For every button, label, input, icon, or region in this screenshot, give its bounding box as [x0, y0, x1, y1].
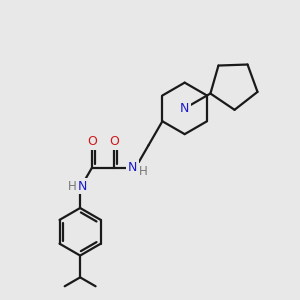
Text: O: O — [109, 135, 119, 148]
Text: O: O — [87, 135, 97, 148]
Text: H: H — [139, 165, 148, 178]
Text: N: N — [77, 180, 87, 193]
Text: N: N — [128, 161, 137, 174]
Text: H: H — [68, 180, 76, 193]
Text: N: N — [180, 102, 189, 115]
